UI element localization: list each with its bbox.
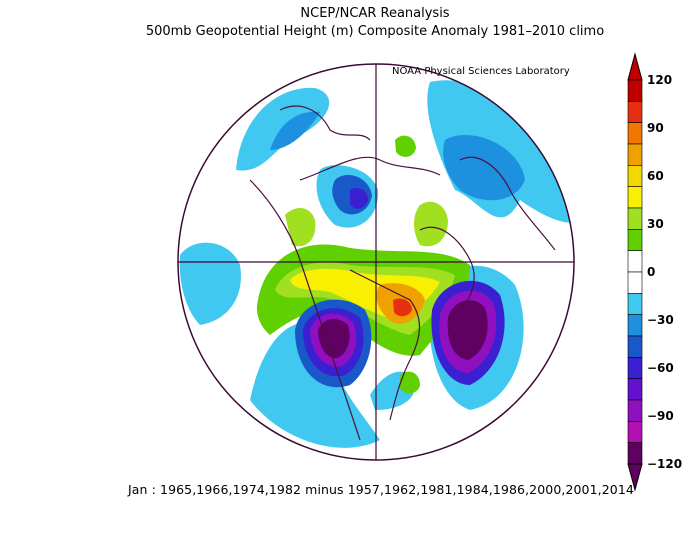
colorbar-swatch	[627, 165, 643, 187]
colorbar-swatch	[627, 357, 643, 379]
colorbar-swatch	[627, 207, 643, 230]
colorbar-label: −90	[647, 409, 674, 423]
map-subtitle: 500mb Geopotential Height (m) Composite …	[145, 24, 605, 39]
colorbar-swatch	[627, 229, 643, 251]
colorbar-label: −120	[647, 457, 682, 471]
credit-label: NOAA Physical Sciences Laboratory	[392, 66, 570, 77]
composite-years: Jan : 1965,1966,1974,1982 minus 1957,196…	[128, 482, 634, 497]
colorbar-swatch	[627, 399, 643, 422]
colorbar-label: 120	[647, 73, 672, 87]
colorbar-swatch	[627, 101, 643, 123]
colorbar-bottom-arrow	[627, 463, 643, 492]
colorbar-swatch	[627, 421, 643, 443]
colorbar-label: −60	[647, 361, 674, 375]
colorbar-swatch	[627, 378, 643, 401]
colorbar-top-arrow	[627, 52, 643, 81]
colorbar-swatch	[627, 186, 643, 209]
colorbar-label: −30	[647, 313, 674, 327]
colorbar-label: 30	[647, 217, 664, 231]
map-title: NCEP/NCAR Reanalysis	[300, 6, 450, 21]
colorbar-swatch	[627, 442, 643, 465]
colorbar-swatch	[627, 271, 643, 294]
colorbar-label: 90	[647, 121, 664, 135]
colorbar-swatch	[627, 250, 643, 273]
colorbar-swatch	[627, 293, 643, 315]
colorbar: 120 90 60 30 0 −30 −60 −90 −120	[627, 52, 682, 492]
colorbar-label: 0	[647, 265, 655, 279]
colorbar-swatch	[627, 143, 643, 166]
colorbar-swatch	[627, 79, 643, 102]
colorbar-label: 60	[647, 169, 664, 183]
coastlines	[249, 105, 556, 441]
anomaly-field	[179, 80, 574, 448]
colorbar-swatch	[627, 314, 643, 337]
colorbar-swatch	[627, 335, 643, 358]
colorbar-swatch	[627, 122, 643, 145]
